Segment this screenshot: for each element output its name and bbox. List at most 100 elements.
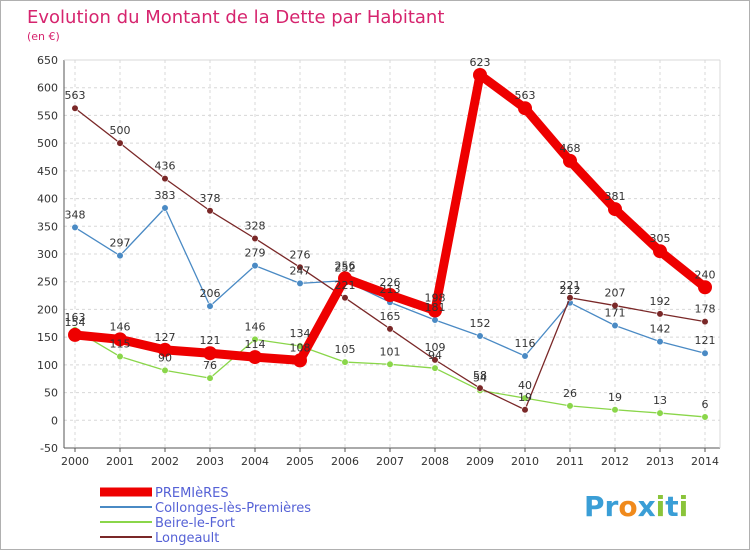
data-label: 121	[695, 334, 716, 347]
data-label: 276	[290, 248, 311, 261]
data-label: 54	[473, 371, 487, 384]
logo-letter: r	[605, 490, 619, 523]
data-label: 256	[335, 259, 356, 272]
data-label: 252	[335, 262, 356, 275]
series-4-point	[383, 288, 397, 303]
series-2-point	[431, 364, 439, 372]
series-1-point	[431, 316, 439, 324]
legend-label: PREMIèRES	[155, 486, 229, 501]
series-4-point	[563, 153, 577, 168]
series-3-point	[386, 325, 394, 333]
series-3-point	[521, 406, 529, 414]
series-4-point	[293, 353, 307, 368]
chart-title: Evolution du Montant de la Dette par Hab…	[27, 7, 444, 28]
series-3-point	[476, 384, 484, 392]
series-2-point	[656, 409, 664, 417]
data-label: 165	[380, 310, 401, 323]
data-label: 101	[380, 345, 401, 358]
series-3-point	[656, 310, 664, 318]
x-tick-label: 2003	[196, 455, 224, 468]
data-label: 76	[203, 359, 217, 372]
logo-letter: i	[679, 490, 689, 523]
data-label: 154	[65, 316, 86, 329]
data-label: 163	[65, 311, 86, 324]
logo-letter: t	[665, 490, 678, 523]
y-tick-label: 550	[37, 109, 58, 122]
y-tick-label: 50	[44, 387, 58, 400]
data-label: 500	[110, 124, 131, 137]
series-2-point	[611, 406, 619, 414]
y-tick-label: 250	[37, 276, 58, 289]
data-label: 58	[473, 369, 487, 382]
data-label: 305	[650, 232, 671, 245]
series-1-point	[611, 321, 619, 330]
series-3-point	[251, 234, 259, 243]
series-3-point	[71, 104, 79, 112]
data-label: 563	[65, 89, 86, 102]
x-tick-label: 2007	[376, 455, 404, 468]
data-label: 383	[155, 189, 176, 202]
series-1-point	[251, 262, 259, 270]
series-2-point	[386, 360, 394, 368]
legend-label: Longeault	[155, 531, 219, 546]
data-label: 563	[515, 89, 536, 102]
series-1-point	[296, 279, 304, 287]
series-4-point	[698, 280, 712, 295]
data-label: 221	[560, 279, 581, 292]
axes: -50 0 50 100 150 200 250 300 350 400 450 500 550 600 6…	[37, 54, 721, 468]
series-1-point	[701, 349, 709, 357]
unit-label: (en €)	[27, 30, 60, 43]
series-1-point	[476, 332, 484, 340]
x-tick-label: 2010	[511, 455, 539, 468]
series-4-point	[473, 67, 487, 82]
series-1-point	[71, 223, 79, 231]
data-label: 19	[608, 391, 622, 404]
data-label: 13	[653, 394, 667, 407]
legend-label: Collonges-lès-Premières	[155, 501, 311, 516]
x-tick-label: 2006	[331, 455, 359, 468]
series-2-point	[251, 335, 259, 343]
series-3-point	[206, 207, 214, 215]
series-1-point	[116, 252, 124, 260]
series-3-point	[701, 318, 709, 326]
series-2-point	[701, 413, 709, 421]
data-label: 152	[470, 317, 491, 330]
x-tick-label: 2014	[691, 455, 719, 468]
x-tick-label: 2004	[241, 455, 269, 468]
data-label: 146	[245, 320, 266, 333]
y-tick-label: 650	[37, 54, 58, 67]
series-4-point	[203, 346, 217, 361]
series-2-point	[341, 358, 349, 366]
data-label: 94	[428, 349, 442, 362]
data-label: 348	[65, 208, 86, 221]
data-label: 206	[200, 287, 221, 300]
series-4-point	[428, 303, 442, 318]
y-tick-label: 350	[37, 220, 58, 233]
series-2-point	[161, 366, 169, 375]
series-2-point	[521, 394, 529, 402]
x-tick-label: 2002	[151, 455, 179, 468]
y-tick-label: 600	[37, 82, 58, 95]
data-label: 221	[335, 279, 356, 292]
data-label: 328	[245, 219, 266, 232]
y-tick-label: 300	[37, 248, 58, 261]
data-label: 468	[560, 142, 581, 155]
data-label: 146	[110, 320, 131, 333]
y-tick-label: 500	[37, 137, 58, 150]
series-1-point	[521, 352, 529, 360]
series-3-point	[566, 294, 574, 302]
series-lines	[68, 67, 712, 421]
x-tick-label: 2005	[286, 455, 314, 468]
data-label: 207	[605, 287, 626, 300]
data-label: 115	[110, 338, 131, 351]
data-labels: 348 297 383 206 279 247 252 213 181 152 116 212 171 1…	[65, 56, 716, 411]
data-label: 192	[650, 295, 671, 308]
logo-letter: x	[638, 490, 656, 523]
data-label: 240	[695, 268, 716, 281]
data-label: 226	[380, 276, 401, 289]
data-label: 109	[425, 341, 446, 354]
data-label: 178	[695, 303, 716, 316]
series-2-point	[116, 352, 124, 361]
data-label: 279	[245, 247, 266, 260]
